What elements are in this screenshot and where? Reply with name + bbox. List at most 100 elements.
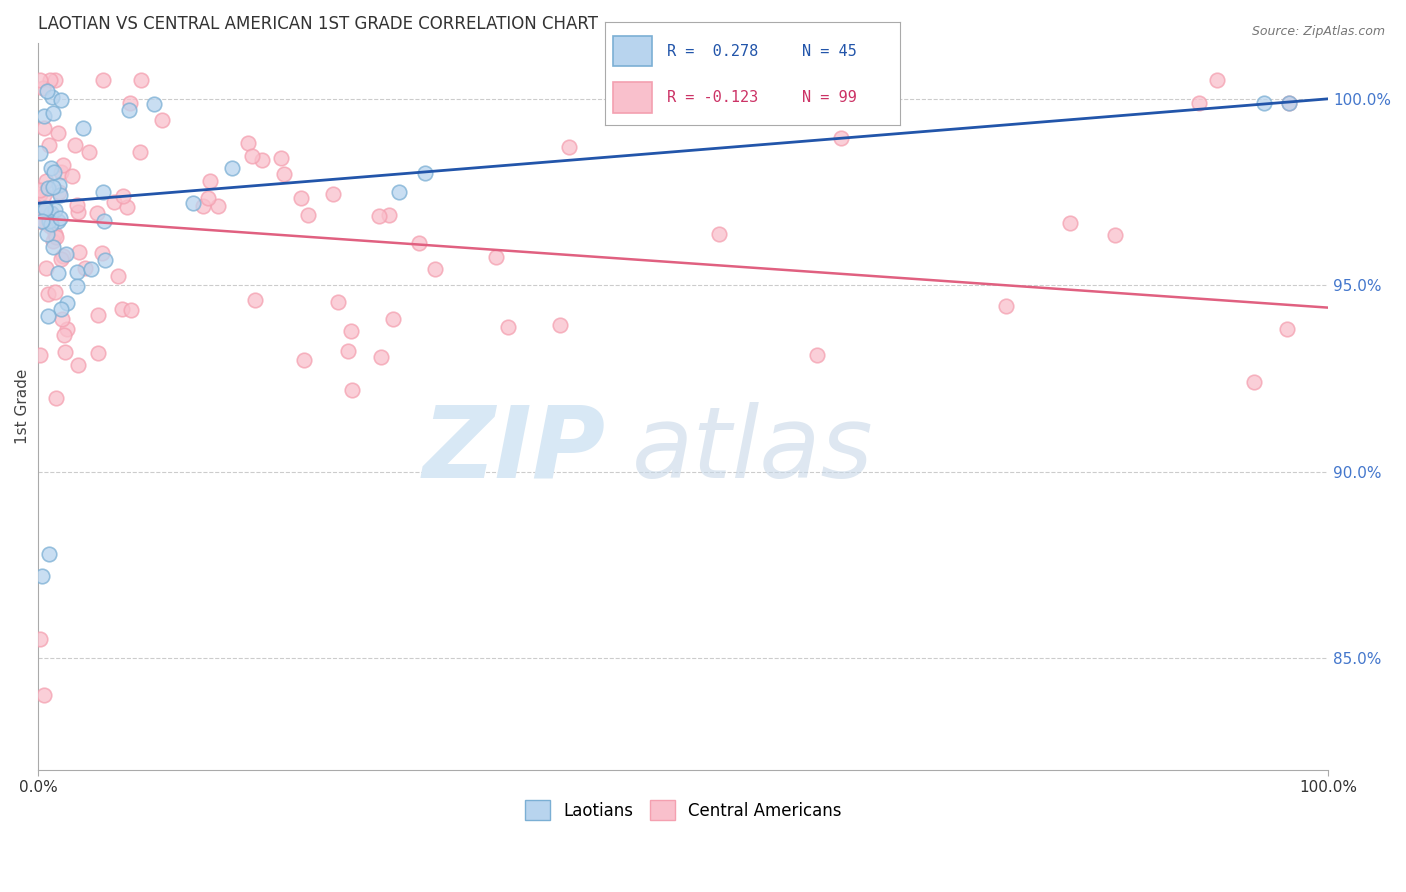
- Point: [91, 185, 114, 199]
- Point: [39, 219, 62, 233]
- Point: [297, 208, 319, 222]
- Point: [181, 196, 204, 211]
- Point: [56, 295, 79, 310]
- Point: [53, 345, 76, 359]
- Point: [45, 230, 67, 244]
- Point: [79, 145, 101, 159]
- Point: [46, 126, 69, 140]
- Point: [60, 169, 83, 184]
- Point: [67, 205, 90, 219]
- Point: [103, 195, 125, 210]
- Point: [67, 244, 90, 259]
- Point: [42, 180, 65, 194]
- Point: [48, 178, 70, 193]
- Point: [118, 95, 141, 110]
- Point: [28, 632, 51, 647]
- Point: [66, 197, 89, 211]
- Point: [93, 214, 115, 228]
- Point: [93, 253, 115, 268]
- Point: [408, 236, 430, 251]
- Point: [41, 89, 63, 103]
- Point: [32, 215, 55, 229]
- Point: [86, 206, 108, 220]
- Legend: Laotians, Central Americans: Laotians, Central Americans: [519, 794, 848, 827]
- Point: [221, 161, 243, 175]
- Point: [378, 208, 401, 222]
- Point: [326, 295, 349, 310]
- Text: atlas: atlas: [631, 401, 873, 499]
- Point: [198, 174, 221, 188]
- Point: [38, 138, 60, 153]
- Point: [28, 73, 51, 87]
- Point: [55, 322, 77, 336]
- Point: [34, 202, 56, 216]
- Point: [413, 166, 436, 180]
- Point: [37, 84, 59, 98]
- Point: [994, 299, 1017, 313]
- Point: [273, 167, 295, 181]
- Point: [28, 186, 51, 201]
- Point: [423, 261, 446, 276]
- Point: [52, 249, 75, 263]
- Point: [1188, 95, 1211, 110]
- Point: [496, 320, 519, 334]
- Point: [39, 161, 62, 176]
- Point: [340, 383, 363, 397]
- Text: LAOTIAN VS CENTRAL AMERICAN 1ST GRADE CORRELATION CHART: LAOTIAN VS CENTRAL AMERICAN 1ST GRADE CO…: [38, 15, 599, 33]
- Point: [55, 247, 77, 261]
- Point: [1278, 95, 1301, 110]
- Point: [197, 191, 219, 205]
- Point: [46, 266, 69, 280]
- Point: [86, 308, 108, 322]
- Point: [49, 301, 72, 316]
- Point: [240, 149, 263, 163]
- Point: [1205, 73, 1227, 87]
- Point: [52, 327, 75, 342]
- Point: [91, 73, 114, 87]
- Point: [111, 301, 134, 316]
- Point: [39, 217, 62, 231]
- Point: [66, 278, 89, 293]
- Point: [1243, 376, 1265, 390]
- Point: [49, 211, 72, 226]
- Point: [51, 252, 73, 266]
- Point: [129, 145, 152, 160]
- Point: [250, 153, 273, 168]
- FancyBboxPatch shape: [613, 82, 652, 112]
- Point: [66, 265, 89, 279]
- Point: [38, 214, 60, 228]
- Point: [548, 318, 571, 332]
- Point: [63, 137, 86, 152]
- Text: N = 99: N = 99: [803, 90, 858, 104]
- Point: [44, 285, 66, 300]
- Point: [37, 227, 59, 241]
- Point: [388, 185, 411, 199]
- Point: [34, 202, 56, 216]
- Point: [1277, 322, 1299, 336]
- Point: [31, 214, 53, 228]
- Point: [381, 311, 404, 326]
- Point: [45, 391, 67, 405]
- Point: [91, 245, 114, 260]
- Point: [42, 165, 65, 179]
- Point: [270, 151, 292, 165]
- Point: [87, 346, 110, 360]
- Point: [51, 165, 73, 179]
- Point: [37, 309, 59, 323]
- Point: [558, 140, 581, 154]
- Text: R =  0.278: R = 0.278: [666, 44, 758, 59]
- Point: [340, 324, 363, 338]
- Point: [830, 131, 852, 145]
- Point: [28, 348, 51, 362]
- Point: [28, 211, 51, 225]
- Point: [707, 227, 730, 241]
- Point: [75, 261, 97, 276]
- Point: [34, 174, 56, 188]
- Point: [32, 121, 55, 136]
- Point: [49, 188, 72, 202]
- Point: [39, 73, 62, 87]
- Point: [32, 109, 55, 123]
- Point: [32, 689, 55, 703]
- Point: [290, 191, 312, 205]
- Point: [32, 205, 55, 219]
